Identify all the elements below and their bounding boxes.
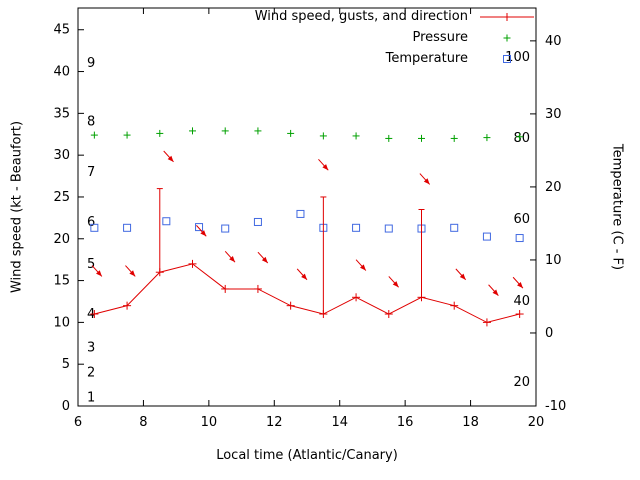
- temperature-point: [482, 232, 491, 241]
- temperature-point: [352, 223, 361, 232]
- legend-item-temperature: Temperature: [255, 48, 536, 69]
- beaufort-scale-label: 9: [87, 56, 95, 71]
- temperature-point: [90, 223, 99, 232]
- fahrenheit-scale-label: 100: [505, 50, 530, 65]
- wind-direction-arrowhead: [200, 230, 207, 237]
- temperature-point: [123, 223, 132, 232]
- temperature-point: [253, 217, 262, 226]
- x-tick-label: 18: [462, 415, 479, 430]
- wind-direction-arrowhead: [423, 178, 430, 185]
- fahrenheit-scale-label: 80: [513, 131, 530, 146]
- temperature-point: [195, 223, 204, 232]
- temperature-point: [162, 217, 171, 226]
- wind-direction-arrowhead: [301, 273, 307, 280]
- x-tick-label: 14: [331, 415, 348, 430]
- temperature-point: [515, 234, 524, 243]
- y-left-tick-label: 0: [62, 399, 70, 414]
- x-axis-label: Local time (Atlantic/Canary): [216, 448, 398, 463]
- x-tick-label: 16: [397, 415, 414, 430]
- y-left-tick-label: 25: [53, 190, 70, 205]
- y-right-tick-label: 40: [545, 34, 562, 49]
- fahrenheit-scale-label: 40: [513, 294, 530, 309]
- legend: Wind speed, gusts, and direction Pressur…: [255, 6, 536, 69]
- y-right-tick-label: -10: [545, 399, 566, 414]
- x-tick-label: 20: [528, 415, 545, 430]
- temperature-point: [450, 223, 459, 232]
- y-axis-label-left: Wind speed (kt - Beaufort): [9, 120, 25, 294]
- beaufort-scale-label: 5: [87, 257, 95, 272]
- x-tick-label: 10: [201, 415, 218, 430]
- pressure-plus-marker-icon: [478, 30, 536, 46]
- wind-direction-arrowhead: [517, 281, 523, 289]
- fahrenheit-scale-label: 60: [513, 212, 530, 227]
- x-tick-label: 12: [266, 415, 283, 430]
- wind-line-marker-icon: [478, 9, 536, 25]
- legend-label-pressure: Pressure: [412, 30, 468, 45]
- y-left-tick-label: 45: [53, 23, 70, 38]
- y-left-tick-label: 20: [53, 232, 70, 247]
- wind-direction-arrowhead: [96, 270, 102, 277]
- legend-label-wind: Wind speed, gusts, and direction: [254, 9, 468, 24]
- y-left-tick-label: 10: [53, 315, 70, 330]
- wind-direction-arrowhead: [322, 164, 329, 171]
- legend-item-pressure: Pressure: [255, 27, 536, 48]
- beaufort-scale-label: 8: [87, 115, 95, 130]
- legend-label-temperature: Temperature: [385, 51, 468, 66]
- beaufort-scale-label: 2: [87, 366, 95, 381]
- beaufort-scale-label: 6: [87, 215, 95, 230]
- beaufort-scale-label: 3: [87, 340, 95, 355]
- temperature-point: [296, 209, 305, 218]
- y-left-tick-label: 35: [53, 106, 70, 121]
- x-tick-label: 8: [139, 415, 147, 430]
- y-right-tick-label: 10: [545, 253, 562, 268]
- y-axis-label-right: Temperature (C - F): [609, 143, 625, 271]
- wind-direction-arrowhead: [392, 281, 399, 288]
- y-left-tick-label: 5: [62, 357, 70, 372]
- fahrenheit-scale-label: 20: [513, 375, 530, 390]
- y-left-tick-label: 30: [53, 148, 70, 163]
- wind-speed-line: [94, 263, 520, 323]
- beaufort-scale-label: 1: [87, 391, 95, 406]
- y-right-tick-label: 30: [545, 107, 562, 122]
- beaufort-scale-label: 7: [87, 165, 95, 180]
- x-tick-label: 6: [74, 415, 82, 430]
- wind-direction-arrowhead: [360, 264, 366, 271]
- wind-direction-arrowhead: [229, 256, 236, 263]
- y-left-tick-label: 40: [53, 65, 70, 80]
- wind-direction-arrowhead: [261, 256, 268, 264]
- wind-direction-arrowhead: [167, 155, 174, 162]
- temperature-point: [384, 224, 393, 233]
- plot-border: [77, 7, 537, 407]
- y-right-tick-label: 20: [545, 180, 562, 195]
- wind-direction-arrowhead: [459, 273, 466, 280]
- y-right-tick-label: 0: [545, 326, 553, 341]
- y-left-tick-label: 15: [53, 274, 70, 289]
- temperature-point: [221, 224, 230, 233]
- wind-direction-arrowhead: [492, 289, 499, 296]
- wind-direction-arrowhead: [129, 270, 136, 277]
- legend-item-wind: Wind speed, gusts, and direction: [255, 6, 536, 27]
- temperature-square-marker-icon: [478, 51, 536, 67]
